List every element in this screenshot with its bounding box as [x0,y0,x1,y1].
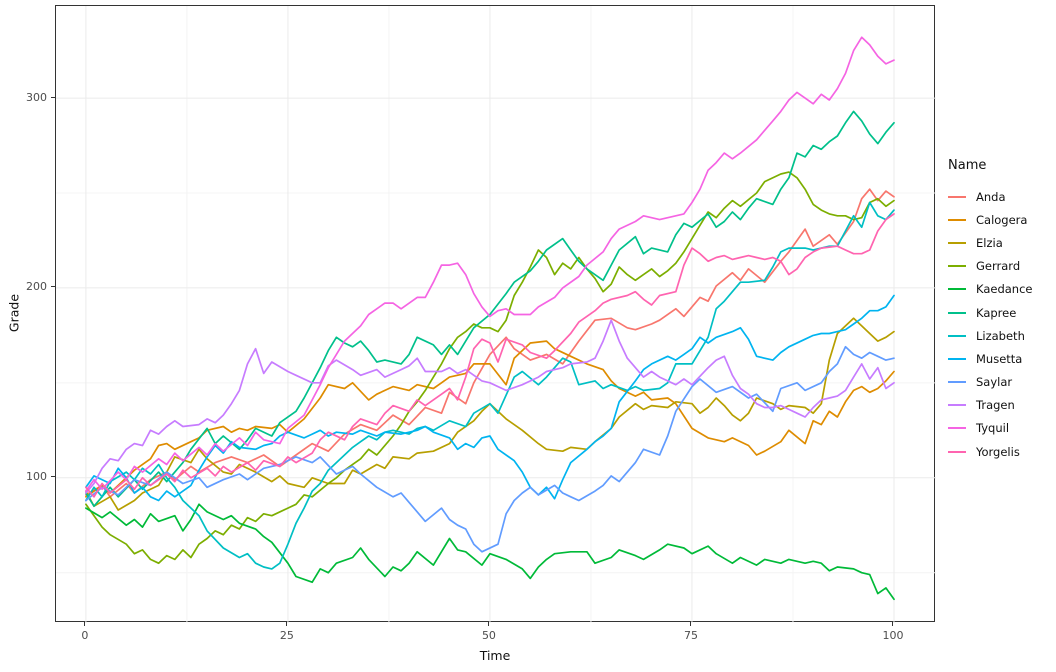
legend-item-kaedance: Kaedance [948,278,1033,301]
plot-panel [55,5,936,623]
series-line-yorgelis [85,213,895,498]
series-line-kaedance [85,503,895,601]
legend-items: Anda Calogera Elzia Gerrard Kaedance Kapree Li… [948,185,1033,463]
x-tickmark [488,622,490,626]
legend-item-anda: Anda [948,185,1033,208]
legend-key-line-gerrard [948,265,966,268]
legend-label: Musetta [976,351,1023,366]
legend-item-yorgelis: Yorgelis [948,440,1033,463]
y-tickmark [51,476,55,478]
legend-item-elzia: Elzia [948,231,1033,254]
legend-label: Kaedance [976,282,1033,297]
y-tick-label: 200 [26,280,47,294]
x-tick-label: 50 [481,629,496,642]
legend-title: Name [948,158,987,173]
legend-item-tyquil: Tyquil [948,417,1033,440]
legend-label: Tragen [976,398,1015,413]
legend-item-saylar: Saylar [948,371,1033,394]
series-line-elzia [85,317,895,511]
legend-key-line-musetta [948,357,966,360]
legend-key-line-saylar [948,381,966,384]
legend-label: Yorgelis [976,444,1020,459]
series-line-kapree [85,110,895,508]
legend-label: Calogera [976,212,1028,227]
legend-key-line-tyquil [948,427,966,430]
legend-label: Gerrard [976,259,1021,274]
legend-item-tragen: Tragen [948,394,1033,417]
x-tickmark [690,622,692,626]
legend-key-line-tragen [948,404,966,407]
y-tickmark [51,96,55,98]
legend-label: Anda [976,189,1006,204]
legend-key-line-calogera [948,218,966,221]
legend-label: Kapree [976,305,1017,320]
x-tickmark [286,622,288,626]
series-line-musetta [85,294,895,502]
x-tickmark [84,622,86,626]
legend-key-line-kapree [948,311,966,314]
legend-label: Saylar [976,375,1013,390]
legend-item-gerrard: Gerrard [948,255,1033,278]
x-tick-label: 0 [81,629,89,642]
y-tick-label: 100 [26,470,47,484]
x-tickmark [892,622,894,626]
legend-key-line-elzia [948,241,966,244]
legend-key-line-kaedance [948,288,966,291]
series-line-anda [85,188,895,498]
legend-item-kapree: Kapree [948,301,1033,324]
legend-key-line-lizabeth [948,334,966,337]
y-tickmark [51,286,55,288]
legend: Name Anda Calogera Elzia Gerrard Kaedance Kap… [948,158,1033,463]
series-line-gerrard [85,171,895,565]
legend-item-musetta: Musetta [948,347,1033,370]
series-line-tragen [85,319,895,494]
y-axis-title: Grade [6,293,22,333]
legend-key-line-anda [948,195,966,198]
series-line-calogera [85,340,895,498]
x-tick-label: 75 [683,629,698,642]
x-tick-label: 100 [882,629,904,642]
legend-label: Elzia [976,235,1003,250]
legend-key-line-yorgelis [948,450,966,453]
series-line-saylar [85,345,895,553]
legend-item-lizabeth: Lizabeth [948,324,1033,347]
legend-item-calogera: Calogera [948,208,1033,231]
x-tick-label: 25 [279,629,294,642]
legend-label: Lizabeth [976,328,1025,343]
legend-label: Tyquil [976,421,1010,436]
y-tick-label: 300 [26,90,47,104]
series-line-lizabeth [85,201,895,570]
series-line-tyquil [85,36,895,492]
x-axis-title: Time [479,648,511,663]
